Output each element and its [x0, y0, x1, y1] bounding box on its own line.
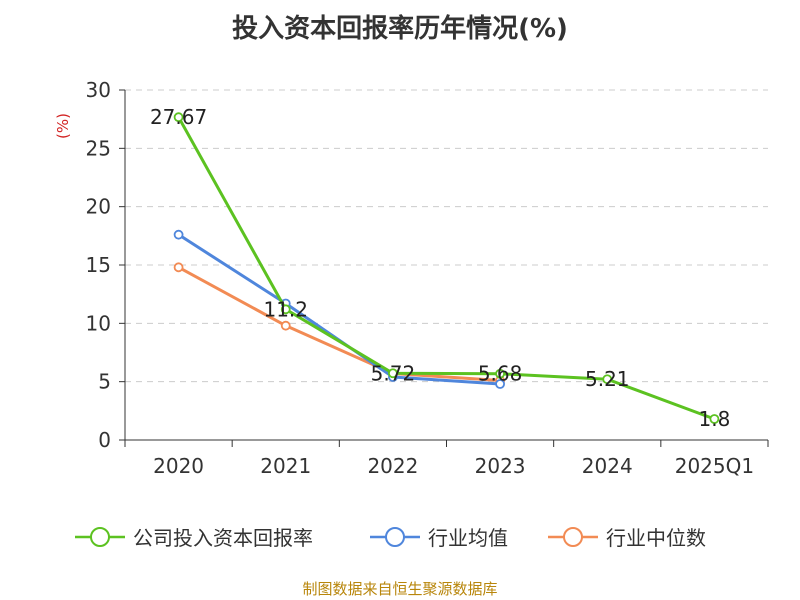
- y-tick-label: 20: [86, 195, 111, 219]
- legend-label: 行业均值: [428, 526, 508, 550]
- y-tick-label: 30: [86, 78, 111, 102]
- x-tick-label: 2021: [260, 454, 311, 478]
- data-label: 5.21: [585, 367, 630, 391]
- data-point: [495, 368, 505, 379]
- data-point: [280, 304, 291, 315]
- legend-label: 公司投入资本回报率: [133, 526, 313, 550]
- data-label: 5.68: [478, 362, 523, 386]
- legend-marker: [385, 527, 405, 547]
- y-tick-label: 10: [86, 311, 111, 335]
- data-point: [709, 414, 720, 424]
- series-line-2: [177, 265, 502, 382]
- series-line-0: [177, 115, 716, 421]
- data-label: 27.67: [150, 105, 207, 129]
- source-note: 制图数据来自恒生聚源数据库: [302, 580, 498, 598]
- x-tick-label: 2020: [153, 454, 204, 478]
- data-point: [602, 374, 613, 385]
- data-point: [173, 112, 184, 123]
- legend-label: 行业中位数: [606, 526, 706, 550]
- series-line-1: [177, 233, 502, 386]
- data-point: [173, 229, 184, 240]
- legend-marker: [90, 527, 110, 547]
- data-point: [173, 262, 184, 273]
- y-tick-label: 25: [86, 136, 111, 160]
- y-axis-title: (%): [54, 113, 72, 139]
- x-tick-label: 2022: [367, 454, 418, 478]
- x-tick-label: 2023: [475, 454, 526, 478]
- data-label: 11.2: [263, 297, 308, 321]
- chart-title: 投入资本回报率历年情况(%): [232, 14, 568, 44]
- y-tick-label: 5: [98, 370, 111, 394]
- data-point: [495, 379, 505, 389]
- y-tick-label: 15: [86, 253, 111, 277]
- legend-marker: [563, 527, 583, 547]
- y-tick-label: 0: [98, 428, 111, 452]
- data-label: 1.8: [699, 407, 731, 431]
- data-label: 5.72: [371, 361, 416, 385]
- data-point: [388, 368, 398, 379]
- x-tick-label: 2024: [582, 454, 633, 478]
- x-tick-label: 2025Q1: [675, 454, 754, 478]
- data-point: [280, 320, 291, 331]
